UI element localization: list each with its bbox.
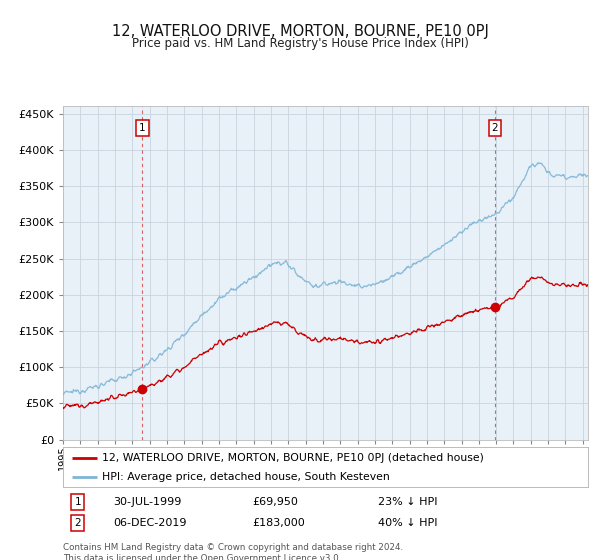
Text: Price paid vs. HM Land Registry's House Price Index (HPI): Price paid vs. HM Land Registry's House … bbox=[131, 37, 469, 50]
Text: 1: 1 bbox=[74, 497, 81, 507]
Text: £183,000: £183,000 bbox=[252, 518, 305, 528]
Text: 2: 2 bbox=[491, 123, 498, 133]
Text: 30-JUL-1999: 30-JUL-1999 bbox=[113, 497, 181, 507]
Text: HPI: Average price, detached house, South Kesteven: HPI: Average price, detached house, Sout… bbox=[103, 472, 390, 482]
Text: 2: 2 bbox=[74, 518, 81, 528]
Text: 12, WATERLOO DRIVE, MORTON, BOURNE, PE10 0PJ: 12, WATERLOO DRIVE, MORTON, BOURNE, PE10… bbox=[112, 25, 488, 39]
Text: Contains HM Land Registry data © Crown copyright and database right 2024.
This d: Contains HM Land Registry data © Crown c… bbox=[63, 543, 403, 560]
Text: 12, WATERLOO DRIVE, MORTON, BOURNE, PE10 0PJ (detached house): 12, WATERLOO DRIVE, MORTON, BOURNE, PE10… bbox=[103, 453, 484, 463]
Text: £69,950: £69,950 bbox=[252, 497, 298, 507]
Text: 06-DEC-2019: 06-DEC-2019 bbox=[113, 518, 187, 528]
Text: 1: 1 bbox=[139, 123, 146, 133]
Text: 40% ↓ HPI: 40% ↓ HPI bbox=[378, 518, 437, 528]
Text: 23% ↓ HPI: 23% ↓ HPI bbox=[378, 497, 437, 507]
